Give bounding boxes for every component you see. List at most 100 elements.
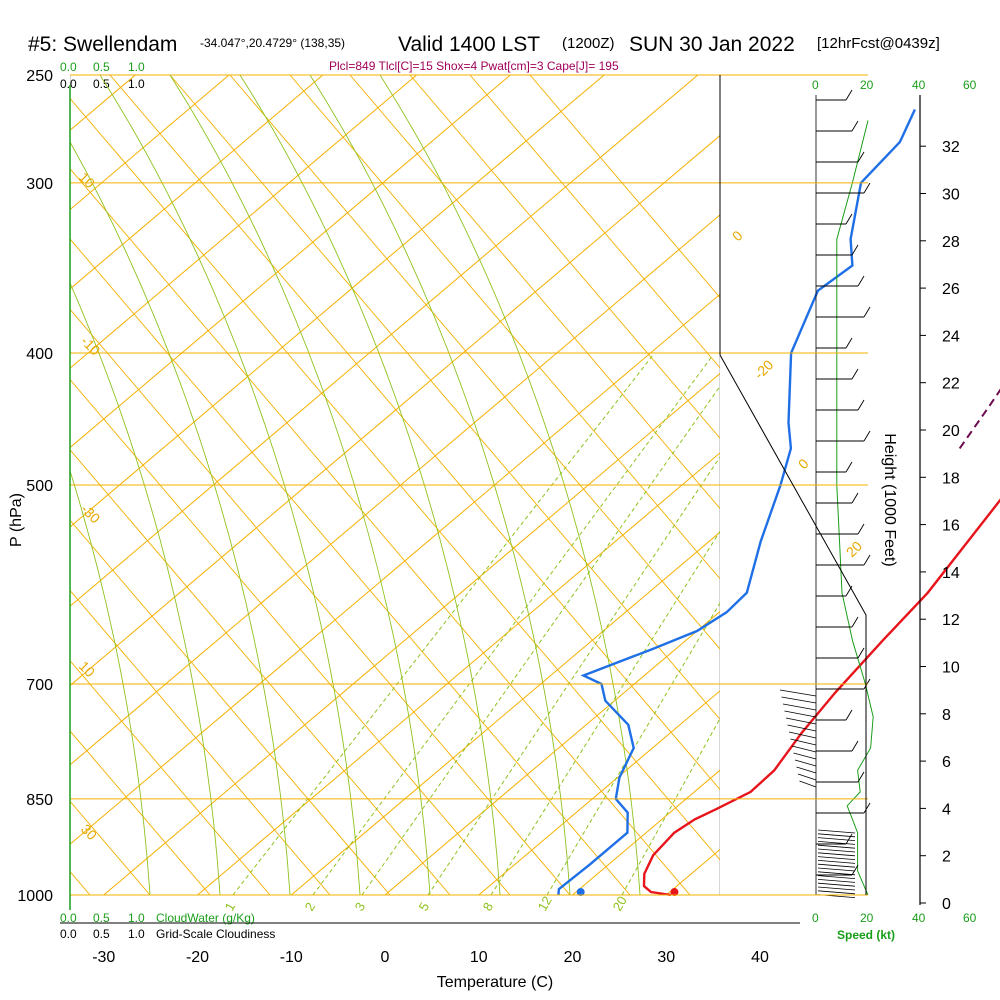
wind-barb — [790, 738, 817, 746]
moist-adiabat — [169, 75, 431, 895]
wind-barb — [797, 773, 817, 781]
moist-adiabat — [70, 469, 151, 895]
speed-tick-bottom-60: 60 — [963, 911, 977, 925]
cloud-scale-top-black-1: 0.5 — [93, 77, 110, 91]
p-tick-label: 400 — [26, 346, 53, 363]
x-tick-label: -30 — [92, 949, 115, 966]
wind-barb — [817, 841, 856, 845]
x-tick-label: -10 — [280, 949, 303, 966]
mixing-ratio-label: 3 — [352, 900, 369, 914]
wind-barb — [785, 717, 817, 725]
height-tick-label: 30 — [942, 187, 960, 204]
cloud-scale-top-green-1: 0.5 — [93, 60, 110, 74]
height-tick-label: 4 — [942, 801, 951, 818]
speed-axis-label: Speed (kt) — [837, 928, 895, 942]
mixing-ratio-label: 8 — [480, 900, 497, 914]
wind-barb — [845, 709, 853, 721]
dewpoint-line — [557, 108, 916, 896]
wind-barb — [851, 616, 859, 628]
cloud-scale-top-green-2: 1.0 — [128, 60, 145, 74]
cloud-scale-top-black-0: 0.0 — [60, 77, 77, 91]
wind-barb — [794, 759, 817, 767]
wind-barb — [817, 860, 856, 864]
wind-barb — [782, 703, 817, 711]
speed-tick-bottom-20: 20 — [860, 911, 874, 925]
wind-barb — [817, 890, 856, 895]
dry-adiabat — [70, 589, 331, 895]
wind-barb — [857, 151, 865, 163]
speed-tick-bottom-0: 0 — [812, 911, 819, 925]
x-tick-label: 20 — [564, 949, 582, 966]
parcel-line — [958, 388, 1000, 449]
height-tick-label: 18 — [942, 470, 960, 487]
wind-barb — [817, 886, 856, 891]
wind-barb — [851, 120, 859, 132]
moist-adiabat — [239, 75, 501, 895]
p-tick-label: 250 — [26, 68, 53, 85]
x-tick-label: 30 — [657, 949, 675, 966]
mixing-ratio-line — [490, 530, 720, 895]
height-tick-label: 26 — [942, 281, 960, 298]
mixing-ratio-label: 2 — [302, 900, 319, 914]
isotherm-line — [854, 75, 1000, 895]
x-axis-title: Temperature (C) — [437, 974, 553, 991]
wind-barb — [817, 863, 856, 868]
wind-barb — [787, 724, 817, 732]
wind-barb — [857, 523, 865, 535]
wind-barb — [784, 710, 817, 718]
height-tick-label: 24 — [942, 328, 960, 345]
label-layer: -30 -20 -10 0 10 20 30 402503004005007008501000… — [17, 68, 959, 966]
isotherm-label: 20 — [843, 538, 865, 560]
height-tick-label: 22 — [942, 376, 960, 393]
wind-barb — [781, 696, 817, 704]
height-tick-label: 32 — [942, 139, 960, 156]
x-tick-label: -20 — [186, 949, 209, 966]
data-layer — [557, 108, 1000, 897]
cloud-scale-top-green-0: 0.0 — [60, 60, 77, 74]
dry-adiabat — [70, 519, 391, 895]
wind-layer — [779, 89, 874, 898]
wind-barb — [799, 780, 817, 788]
height-tick-label: 10 — [942, 660, 960, 677]
speed-tick-top-60: 60 — [963, 78, 977, 92]
dry-adiabat — [70, 660, 271, 895]
mixing-ratio-line — [232, 354, 654, 895]
wind-barb — [791, 745, 817, 753]
wind-barb — [817, 875, 856, 879]
wind-barb — [788, 731, 817, 739]
wind-barb — [817, 871, 856, 876]
dry-adiabat — [409, 75, 720, 439]
wind-barb — [779, 689, 817, 697]
p-tick-label: 850 — [26, 792, 53, 809]
wind-barb — [863, 802, 871, 814]
wind-barb — [851, 368, 859, 380]
isotherm-line — [70, 75, 417, 369]
mixing-ratio-line — [312, 354, 714, 895]
wind-barb — [851, 244, 859, 256]
isotherm-label: 30 — [78, 821, 100, 843]
isotherm-label: 0 — [795, 455, 812, 472]
moist-adiabat — [70, 281, 221, 895]
height-tick-label: 14 — [942, 565, 960, 582]
dry-adiabat — [469, 75, 720, 369]
wind-barb — [863, 182, 871, 194]
cloudiness-label: Grid-Scale Cloudiness — [156, 927, 275, 941]
wind-barb — [857, 771, 865, 783]
wind-barb — [817, 867, 856, 872]
station-location: -34.047°,20.4729° (138,35) — [200, 36, 345, 50]
p-tick-label: 500 — [26, 478, 53, 495]
moist-adiabat — [70, 141, 291, 895]
isotherm-line — [384, 610, 720, 895]
isotherm-line — [70, 75, 511, 449]
height-axis-title: Height (1000 Feet) — [881, 433, 898, 566]
wind-barb — [817, 856, 856, 860]
wind-barb — [857, 647, 865, 659]
wind-barb — [845, 89, 853, 101]
isotherm-line — [478, 690, 720, 895]
wind-barb — [845, 833, 853, 845]
mixing-ratio-line — [361, 385, 720, 895]
wind-barb — [817, 829, 856, 834]
valid-time: Valid 1400 LST — [398, 33, 540, 56]
wind-barb — [863, 306, 871, 318]
height-tick-label: 0 — [942, 896, 951, 913]
